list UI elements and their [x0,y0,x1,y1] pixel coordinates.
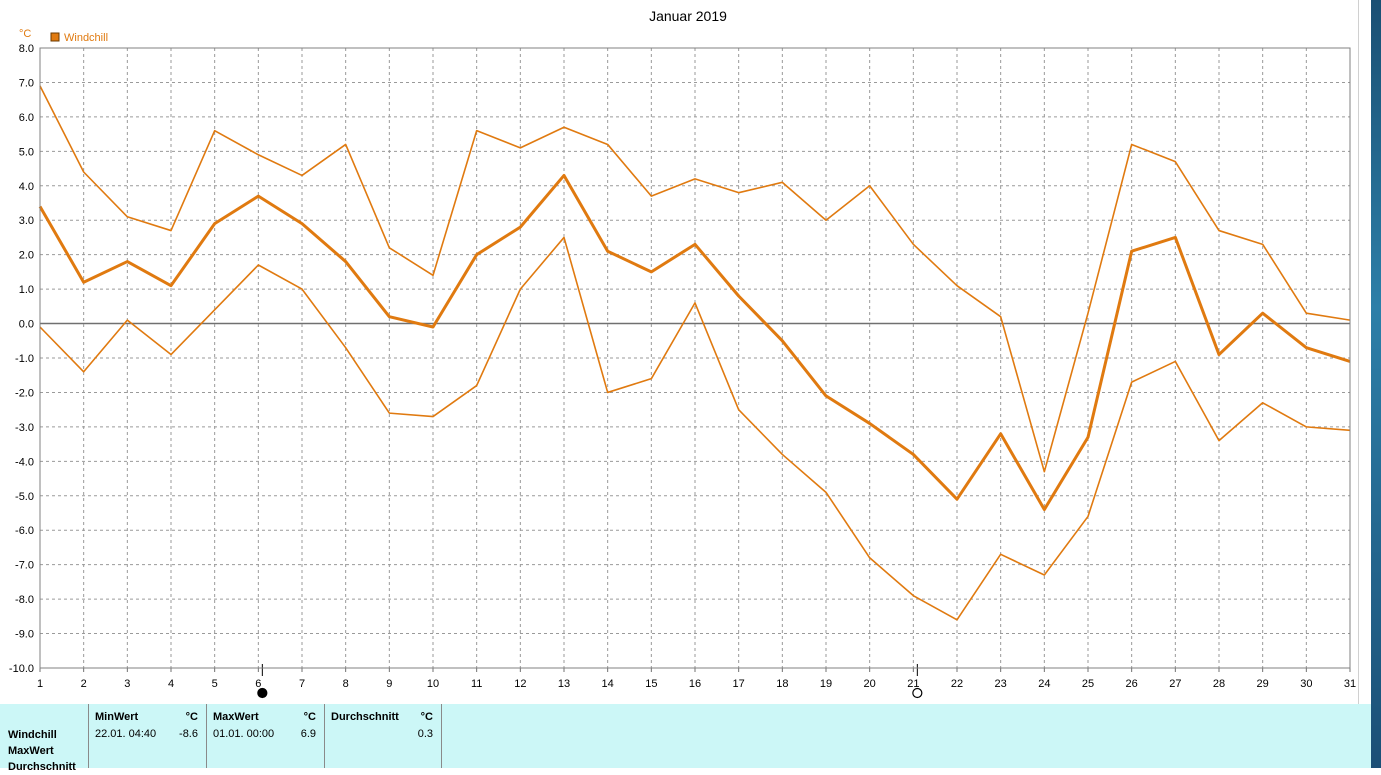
x-tick-label: 11 [471,678,482,690]
row-label-maxwert: MaxWert [8,745,54,757]
x-tick-label: 28 [1213,678,1225,690]
x-tick-label: 3 [124,678,130,690]
y-tick-label: -3.0 [15,422,34,434]
x-tick-label: 21 [907,678,919,690]
series-line-minwert [39,236,1351,621]
window-edge [1358,0,1372,768]
max-date: 01.01. 00:00 [213,728,275,740]
x-tick-label: 7 [299,678,305,690]
y-tick-label: -8.0 [15,594,34,606]
x-tick-label: 5 [212,678,218,690]
stat-column-average: Durchschnitt °C 0.3 [324,704,442,768]
y-tick-label: 2.0 [19,250,34,262]
row-label-windchill: Windchill [8,729,57,741]
average-header: Durchschnitt [331,711,399,723]
full-moon-icon [912,687,923,699]
x-tick-label: 31 [1344,678,1356,690]
y-tick-label: 6.0 [19,112,34,124]
x-tick-label: 18 [776,678,788,690]
legend-swatch [50,32,60,42]
legend-label: Windchill [64,32,108,44]
max-unit: °C [303,711,316,723]
x-tick-label: 2 [81,678,87,690]
x-tick-label: 25 [1082,678,1094,690]
y-tick-label: 1.0 [19,284,34,296]
y-tick-label: 8.0 [19,43,34,55]
x-tick-label: 19 [820,678,832,690]
x-tick-label: 1 [37,678,43,690]
min-header: MinWert [95,711,139,723]
x-tick-label: 4 [168,678,174,690]
x-tick-label: 17 [733,678,745,690]
row-label-durchschnitt: Durchschnitt [8,761,76,773]
x-tick-label: 27 [1169,678,1181,690]
x-tick-label: 16 [689,678,701,690]
x-tick-label: 14 [602,678,614,690]
chart-title: Januar 2019 [649,8,727,24]
stat-column-max: MaxWert °C 01.01. 00:00 6.9 [206,704,324,768]
y-tick-label: -6.0 [15,525,34,537]
y-tick-label: 5.0 [19,146,34,158]
y-tick-label: -4.0 [15,456,34,468]
y-tick-label: 4.0 [19,181,34,193]
stat-column-min: MinWert °C 22.01. 04:40 -8.6 [88,704,206,768]
plot-frame [39,47,1351,669]
new-moon-icon [257,687,268,699]
moon-phase-markers [257,664,923,699]
max-value: 6.9 [300,728,316,740]
x-tick-label: 29 [1257,678,1269,690]
x-axis-ticks: 1 2 3 4 5 6 7 8 9 10 11 12 13 14 15 16 17 18 19 20 21 22 23 24 2… [37,678,1356,690]
y-axis-ticks: 8.0 7.0 6.0 5.0 4.0 3.0 2.0 1.0 0.0 -1.0 -2.0 -3.0 -… [9,43,34,675]
y-tick-label: -10.0 [9,663,34,675]
x-tick-label: 26 [1126,678,1138,690]
x-tick-label: 23 [995,678,1007,690]
max-header: MaxWert [213,711,259,723]
x-tick-label: 30 [1300,678,1312,690]
y-tick-label: -2.0 [15,387,34,399]
y-tick-label: 3.0 [19,215,34,227]
x-tick-label: 13 [558,678,570,690]
x-tick-label: 15 [645,678,657,690]
y-axis-unit: °C [19,28,31,40]
y-tick-label: -7.0 [15,560,34,572]
y-tick-label: 0.0 [19,319,34,331]
min-date: 22.01. 04:40 [95,728,157,740]
average-unit: °C [420,711,433,723]
x-tick-label: 22 [951,678,963,690]
x-tick-label: 10 [427,678,439,690]
windchill-chart: Januar 2019 °C Windchill 8.0 7.0 6.0 5.0 4.0… [9,8,1356,699]
y-tick-label: 7.0 [19,77,34,89]
x-tick-label: 12 [514,678,526,690]
y-tick-label: -5.0 [15,491,34,503]
x-tick-label: 20 [864,678,876,690]
min-value: -8.6 [179,728,198,740]
y-tick-label: -1.0 [15,353,34,365]
x-tick-label: 24 [1038,678,1050,690]
grid [39,47,1351,672]
x-tick-label: 9 [386,678,392,690]
x-tick-label: 8 [343,678,349,690]
average-value: 0.3 [417,728,433,740]
x-tick-label: 6 [255,678,261,690]
series-line-windchill [38,173,1351,512]
min-unit: °C [185,711,198,723]
series-line-maxwert [39,85,1351,473]
statistics-panel: Windchill MaxWert Durchschnitt MinWert °… [0,704,1371,773]
desktop-background-strip [1371,0,1381,768]
series-lines [38,85,1351,621]
y-tick-label: -9.0 [15,629,34,641]
